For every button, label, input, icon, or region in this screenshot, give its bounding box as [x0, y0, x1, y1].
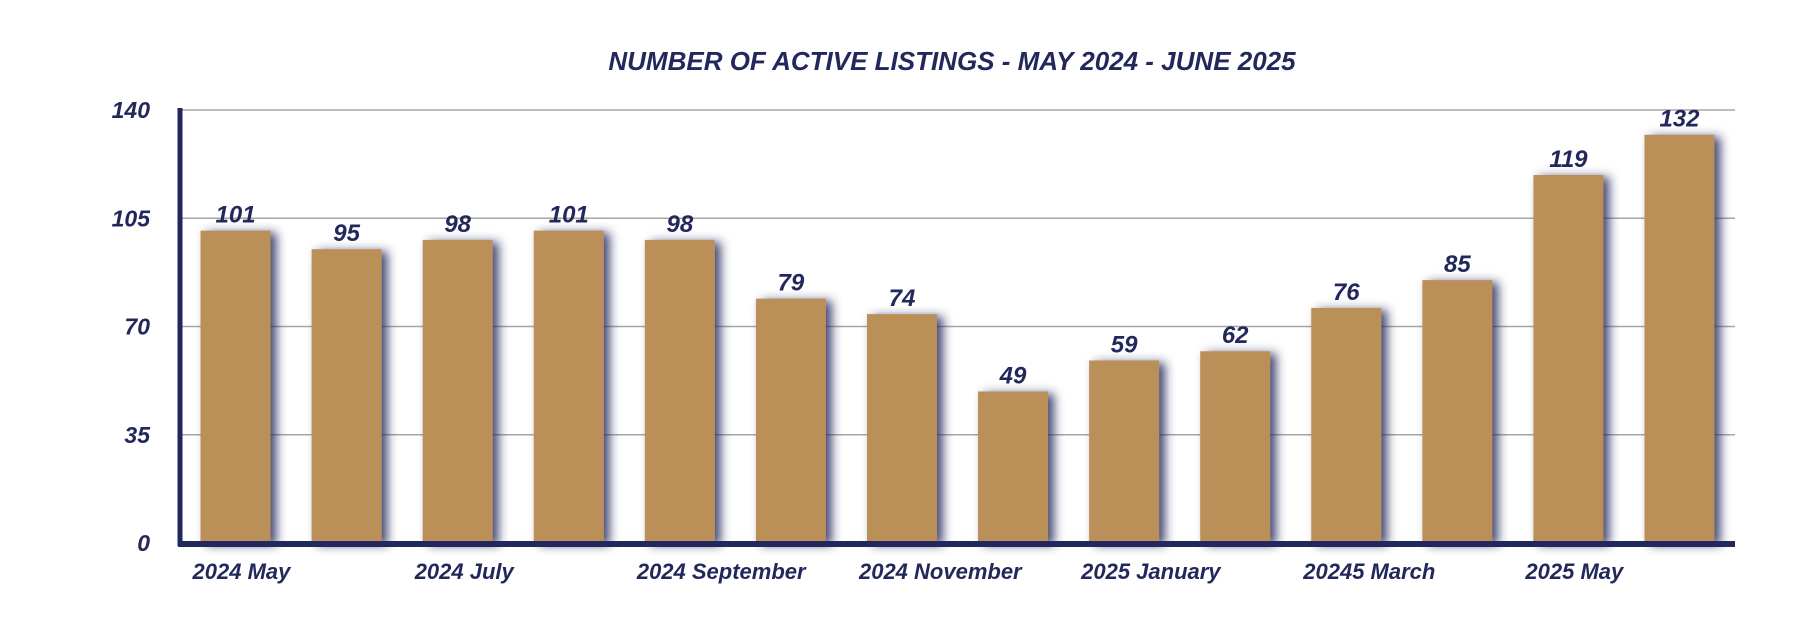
data-label: 98: [444, 211, 471, 238]
data-label: 101: [216, 202, 256, 229]
bar: [1422, 280, 1493, 543]
x-tick-label: 2025 May: [1524, 559, 1625, 584]
data-label: 79: [778, 270, 805, 297]
y-tick-label: 105: [112, 205, 152, 231]
bar: [1089, 360, 1160, 543]
x-tick-label: 2025 January: [1080, 559, 1222, 584]
bar: [1533, 174, 1604, 543]
x-axis-ticks: 2024 May 2024 July 2024 September 2024 Nove…: [192, 559, 1625, 584]
bars: [200, 134, 1715, 543]
bar: [1311, 307, 1382, 543]
bar: [422, 239, 493, 543]
data-label: 76: [1333, 279, 1360, 306]
bar: [644, 239, 715, 543]
bar: [533, 230, 604, 543]
data-label: 95: [333, 220, 360, 247]
chart-title: NUMBER OF ACTIVE LISTINGS - MAY 2024 - J…: [608, 46, 1296, 76]
data-labels: 101 95 98 101 98 79 74 49 59 62 76 85 119 132: [216, 106, 1701, 390]
data-label: 85: [1444, 251, 1471, 278]
data-label: 49: [999, 362, 1027, 389]
y-tick-label: 35: [124, 422, 151, 448]
bar: [978, 391, 1049, 543]
x-tick-label: 2024 November: [858, 559, 1023, 584]
axes: [177, 108, 1735, 547]
bar: [755, 298, 826, 543]
data-label: 101: [549, 202, 589, 229]
data-label: 132: [1659, 106, 1700, 133]
x-tick-label: 20245 March: [1302, 559, 1435, 584]
bar: [866, 314, 937, 543]
data-label: 62: [1222, 322, 1249, 349]
y-tick-label: 140: [112, 97, 151, 123]
bar: [311, 249, 382, 543]
x-tick-label: 2024 July: [414, 559, 516, 584]
gridlines: [180, 109, 1735, 436]
bar: [1644, 134, 1715, 543]
data-label: 119: [1549, 146, 1588, 173]
data-label: 74: [889, 285, 916, 312]
data-label: 98: [666, 211, 693, 238]
y-tick-label: 70: [124, 314, 150, 340]
bar: [200, 230, 271, 543]
x-tick-label: 2024 May: [192, 559, 293, 584]
data-label: 59: [1111, 332, 1138, 359]
bar: [1200, 351, 1271, 543]
y-axis-ticks: 0 35 70 105 140: [112, 97, 152, 556]
y-tick-label: 0: [137, 530, 150, 556]
x-tick-label: 2024 September: [636, 559, 807, 584]
